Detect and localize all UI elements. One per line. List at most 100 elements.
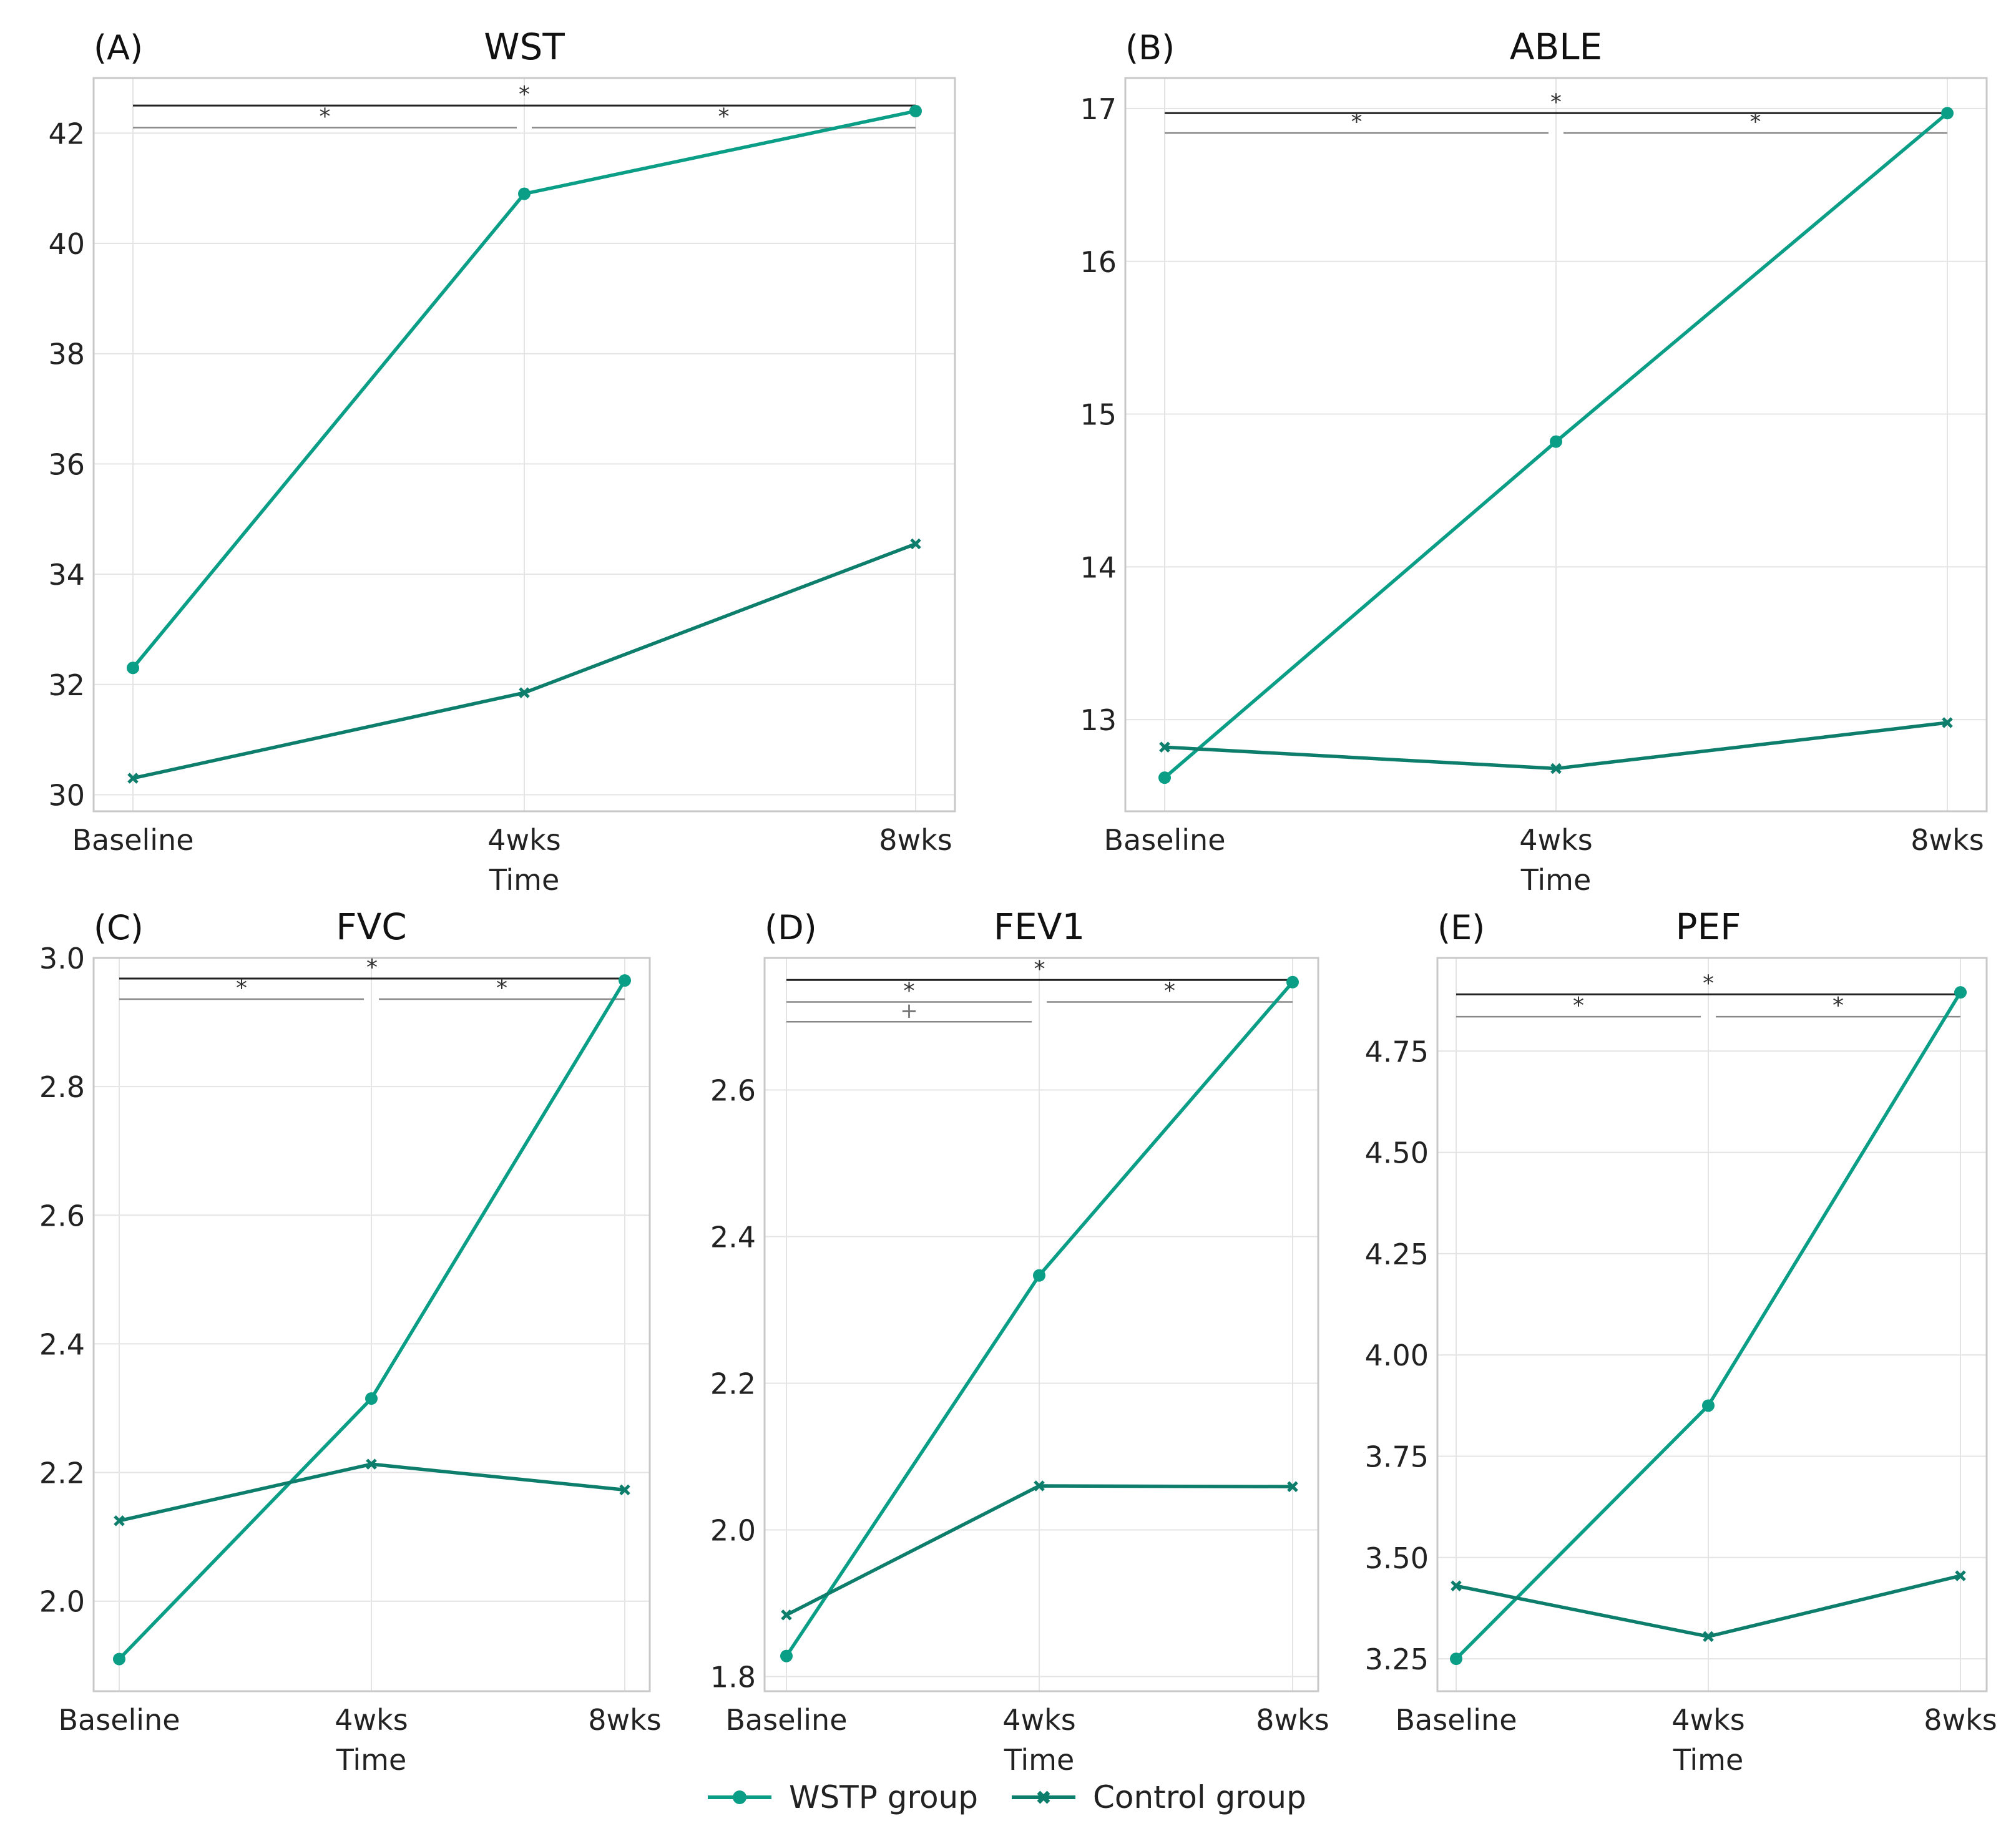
y-tick-label: 1.8 — [710, 1661, 756, 1694]
y-tick-label: 3.0 — [39, 942, 85, 975]
significance-label: * — [1750, 109, 1761, 135]
wstp-data-point — [780, 1649, 793, 1663]
x-tick-label: Baseline — [58, 1703, 180, 1737]
legend-control-marker-icon — [1011, 1790, 1075, 1804]
y-tick-label: 2.4 — [710, 1221, 756, 1254]
significance-label: * — [1164, 979, 1175, 1004]
chart-panel-0: 30 32 34 36 38 40 42 Baseline 4wks 8wks Time (A) WST… — [48, 26, 956, 897]
y-tick-label: 16 — [1080, 245, 1117, 279]
y-tick-label: 38 — [48, 338, 85, 371]
x-axis-label: Time — [1673, 1743, 1744, 1777]
wstp-data-point — [365, 1392, 378, 1405]
y-tick-label: 13 — [1080, 703, 1117, 737]
significance-label: * — [366, 955, 378, 980]
x-tick-label: 8wks — [1924, 1703, 1997, 1737]
chart-title: FVC — [336, 906, 407, 948]
significance-label: * — [718, 104, 730, 130]
x-tick-label: 8wks — [1911, 823, 1984, 857]
chart-title: FEV1 — [994, 906, 1085, 948]
y-tick-label: 2.2 — [710, 1367, 756, 1401]
y-tick-label: 2.8 — [39, 1070, 85, 1104]
plot-frame — [1124, 77, 1988, 813]
significance-label: * — [1703, 970, 1714, 996]
panel-label: (E) — [1437, 908, 1485, 947]
significance-label: * — [1351, 109, 1363, 135]
significance-label: * — [1573, 993, 1584, 1018]
x-tick-label: Baseline — [725, 1703, 847, 1737]
legend-wstp-label: WSTP group — [789, 1779, 978, 1815]
legend: WSTP group Control group — [705, 1772, 1306, 1822]
legend-item-control: Control group — [1009, 1779, 1306, 1815]
x-tick-label: 4wks — [1671, 1703, 1745, 1737]
wstp-data-point — [127, 662, 139, 675]
control-data-point — [1034, 1480, 1045, 1492]
x-tick-label: 8wks — [879, 823, 952, 857]
x-tick-label: 8wks — [1256, 1703, 1329, 1737]
y-tick-label: 3.75 — [1365, 1440, 1429, 1473]
plot-frame — [92, 77, 956, 813]
significance-label: * — [496, 975, 507, 1001]
significance-label: * — [236, 975, 247, 1001]
significance-label: * — [519, 82, 530, 107]
significance-label: * — [1833, 993, 1844, 1018]
significance-label: * — [1550, 89, 1562, 115]
chart-title: PEF — [1676, 906, 1741, 948]
wstp-data-point — [113, 1653, 125, 1666]
y-tick-label: 42 — [48, 117, 85, 150]
y-tick-label: 2.0 — [710, 1514, 756, 1548]
y-tick-label: 2.2 — [39, 1457, 85, 1490]
y-tick-label: 14 — [1080, 550, 1117, 584]
y-tick-label: 4.50 — [1365, 1136, 1429, 1170]
y-tick-label: 4.25 — [1365, 1238, 1429, 1271]
chart-panel-2: 2.0 2.2 2.4 2.6 2.8 3.0 Baseline 4wks 8wks Time (C… — [39, 906, 662, 1777]
control-data-point — [1955, 1570, 1966, 1581]
wstp-data-point — [909, 105, 922, 118]
y-tick-label: 40 — [48, 227, 85, 261]
x-axis-label: Time — [489, 863, 560, 897]
significance-label: * — [1034, 956, 1045, 982]
control-data-point — [519, 687, 530, 698]
x-tick-label: 4wks — [487, 823, 561, 857]
legend-wstp-marker-icon — [708, 1790, 771, 1804]
y-tick-label: 4.00 — [1365, 1339, 1429, 1372]
panel-label: (A) — [94, 28, 143, 67]
control-data-point — [127, 773, 139, 784]
control-data-point — [1942, 717, 1953, 728]
x-axis-label: Time — [336, 1743, 407, 1777]
y-tick-label: 3.25 — [1365, 1643, 1429, 1676]
y-tick-label: 32 — [48, 668, 85, 702]
wstp-data-point — [1702, 1399, 1715, 1412]
wstp-data-point — [1158, 771, 1171, 784]
wstp-data-point — [518, 187, 531, 200]
chart-title: WST — [484, 26, 565, 68]
control-data-point — [781, 1609, 792, 1621]
wstp-data-point — [619, 974, 631, 987]
significance-label: + — [900, 999, 918, 1023]
plot-frame — [92, 957, 651, 1692]
panel-label: (D) — [765, 908, 817, 947]
plot-frame — [1436, 957, 1988, 1692]
y-tick-label: 2.4 — [39, 1327, 85, 1361]
legend-item-wstp: WSTP group — [705, 1779, 978, 1815]
chart-panel-4: 3.25 3.50 3.75 4.00 4.25 4.50 4.75 Baseline 4wks… — [1365, 906, 1997, 1777]
control-data-point — [910, 538, 921, 550]
panel-label: (C) — [94, 908, 144, 947]
chart-panel-1: 13 14 15 16 17 Baseline 4wks 8wks Time (B) ABLE * * * — [1080, 26, 1988, 897]
control-data-point — [1159, 741, 1170, 753]
chart-panel-3: 1.8 2.0 2.2 2.4 2.6 Baseline 4wks 8wks Time (D) FE… — [710, 906, 1329, 1777]
legend-control-label: Control group — [1092, 1779, 1306, 1815]
wstp-data-point — [1941, 107, 1954, 120]
x-tick-label: 8wks — [588, 1703, 662, 1737]
control-data-point — [1703, 1631, 1714, 1643]
wstp-data-point — [1954, 986, 1967, 999]
wstp-data-point — [1550, 435, 1562, 448]
y-tick-label: 36 — [48, 447, 85, 481]
control-data-point — [619, 1484, 630, 1496]
x-tick-label: Baseline — [1395, 1703, 1517, 1737]
y-tick-label: 30 — [48, 778, 85, 812]
plot-frame — [763, 957, 1319, 1692]
y-tick-label: 2.6 — [39, 1199, 85, 1233]
y-tick-label: 2.0 — [39, 1585, 85, 1619]
y-tick-label: 4.75 — [1365, 1035, 1429, 1068]
